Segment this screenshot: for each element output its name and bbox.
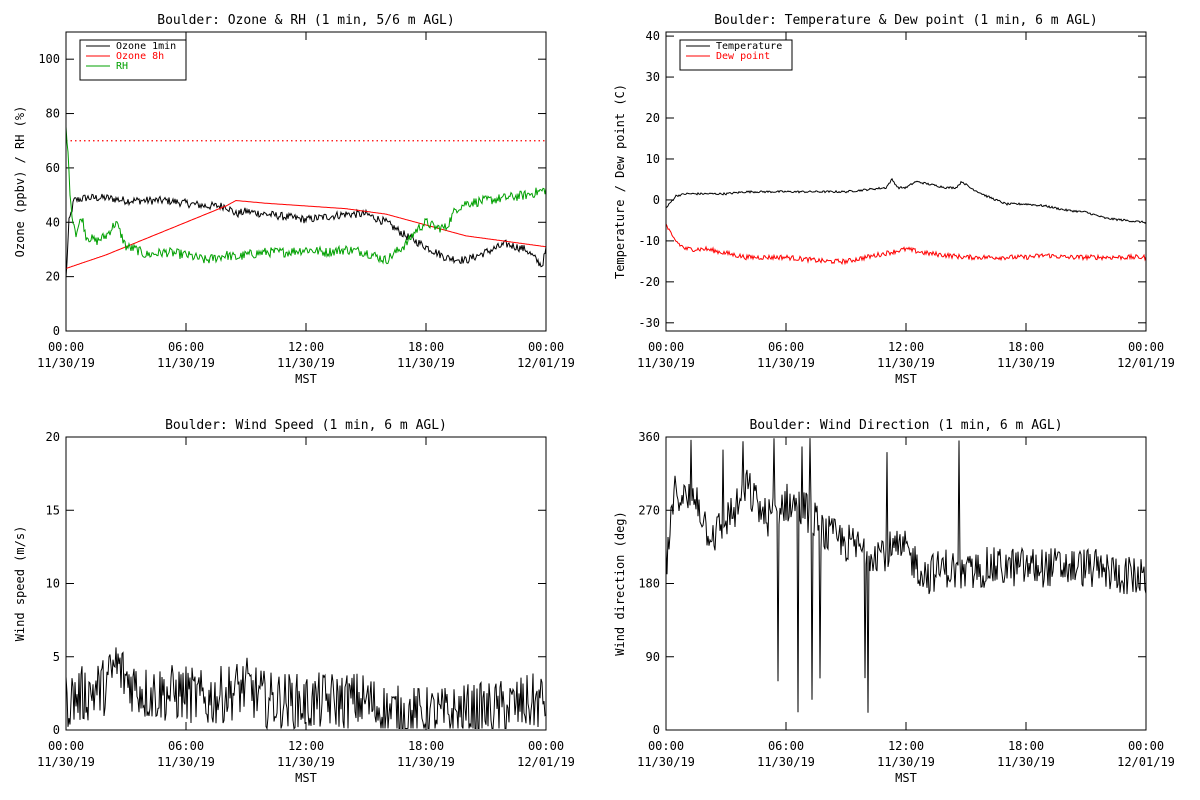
chart-title: Boulder: Wind Direction (1 min, 6 m AGL) [749,418,1062,433]
x-tick-date: 11/30/19 [757,356,815,370]
y-tick-label: 90 [646,650,660,664]
x-tick-time: 00:00 [1128,340,1164,354]
x-tick-date: 11/30/19 [997,356,1055,370]
y-tick-label: 80 [46,107,60,121]
chart-wind_speed: Boulder: Wind Speed (1 min, 6 m AGL) 0 5 10… [13,418,575,785]
y-axis-label: Ozone (ppbv) / RH (%) [13,106,27,258]
x-axis-label: MST [895,771,917,785]
series-line-temperature [666,177,1146,224]
x-tick-date: 11/30/19 [277,755,335,769]
series-line-data [666,438,1146,713]
y-tick-label: 15 [46,503,60,517]
y-tick-label: 40 [646,29,660,43]
y-tick-label: 60 [46,161,60,175]
x-tick-date: 11/30/19 [637,356,695,370]
x-tick-date: 11/30/19 [877,755,935,769]
legend-label: RH [116,61,128,72]
chart-temp_dew: Boulder: Temperature & Dew point (1 min,… [613,13,1175,386]
y-tick-label: 40 [46,215,60,229]
y-tick-label: 0 [53,723,60,737]
x-tick-date: 11/30/19 [997,755,1055,769]
plot-frame [65,436,547,731]
x-tick-date: 12/01/19 [1117,755,1175,769]
x-tick-date: 11/30/19 [157,755,215,769]
y-tick-label: 180 [638,577,660,591]
x-tick-time: 00:00 [48,340,84,354]
plot-frame [65,31,547,332]
plot-frame [665,31,1147,332]
x-tick-time: 00:00 [528,340,564,354]
series-line-data [66,647,546,730]
chart-title: Boulder: Temperature & Dew point (1 min,… [714,13,1098,28]
x-tick-time: 00:00 [48,739,84,753]
x-tick-date: 11/30/19 [877,356,935,370]
y-axis-label: Wind direction (deg) [613,511,627,656]
y-tick-label: 20 [46,430,60,444]
x-tick-time: 18:00 [408,340,444,354]
y-axis-label: Wind speed (m/s) [13,526,27,642]
x-axis-label: MST [295,771,317,785]
x-tick-time: 06:00 [168,739,204,753]
series-line-rh [66,126,546,265]
y-tick-label: 0 [53,324,60,338]
y-tick-label: 10 [46,577,60,591]
y-axis-label: Temperature / Dew point (C) [613,84,627,279]
y-tick-label: 0 [653,723,660,737]
series-line-ozone-8h [66,199,546,269]
chart-ozone_rh: Boulder: Ozone & RH (1 min, 5/6 m AGL) 0 2… [13,13,575,386]
chart-wind_dir: Boulder: Wind Direction (1 min, 6 m AGL)… [613,418,1175,785]
x-tick-time: 18:00 [408,739,444,753]
chart-title: Boulder: Ozone & RH (1 min, 5/6 m AGL) [157,13,454,28]
legend-label: Temperature [716,41,782,52]
y-tick-label: 20 [646,111,660,125]
y-tick-label: 360 [638,430,660,444]
x-tick-date: 11/30/19 [397,356,455,370]
x-tick-time: 12:00 [888,340,924,354]
x-tick-time: 00:00 [648,340,684,354]
legend-label: Ozone 1min [116,41,176,52]
y-tick-label: 5 [53,650,60,664]
y-tick-label: 10 [646,152,660,166]
x-tick-date: 11/30/19 [757,755,815,769]
y-tick-label: -10 [638,234,660,248]
x-tick-time: 12:00 [288,739,324,753]
x-tick-date: 11/30/19 [37,356,95,370]
x-tick-date: 11/30/19 [397,755,455,769]
x-tick-time: 06:00 [768,739,804,753]
x-tick-date: 12/01/19 [517,356,575,370]
legend-label: Dew point [716,51,770,62]
x-tick-date: 11/30/19 [157,356,215,370]
y-tick-label: 270 [638,503,660,517]
x-tick-date: 11/30/19 [637,755,695,769]
x-tick-time: 18:00 [1008,739,1044,753]
x-tick-date: 11/30/19 [37,755,95,769]
x-tick-date: 12/01/19 [1117,356,1175,370]
x-tick-time: 00:00 [1128,739,1164,753]
y-tick-label: 20 [46,270,60,284]
series-line-dew-point [666,223,1146,266]
x-tick-date: 12/01/19 [517,755,575,769]
legend-label: Ozone 8h [116,51,164,62]
y-tick-label: 30 [646,70,660,84]
x-axis-label: MST [895,372,917,386]
y-tick-label: 0 [653,193,660,207]
legend-box [79,39,187,81]
plot-frame [665,436,1147,731]
chart-title: Boulder: Wind Speed (1 min, 6 m AGL) [165,418,447,433]
x-tick-date: 11/30/19 [277,356,335,370]
x-tick-time: 06:00 [168,340,204,354]
y-tick-label: -20 [638,275,660,289]
x-tick-time: 06:00 [768,340,804,354]
legend-box [679,39,793,71]
x-tick-time: 18:00 [1008,340,1044,354]
x-tick-time: 12:00 [888,739,924,753]
x-tick-time: 00:00 [648,739,684,753]
series-line-ozone-1min [66,193,546,279]
x-axis-label: MST [295,372,317,386]
x-tick-time: 00:00 [528,739,564,753]
y-tick-label: -30 [638,316,660,330]
x-tick-time: 12:00 [288,340,324,354]
y-tick-label: 100 [38,52,60,66]
